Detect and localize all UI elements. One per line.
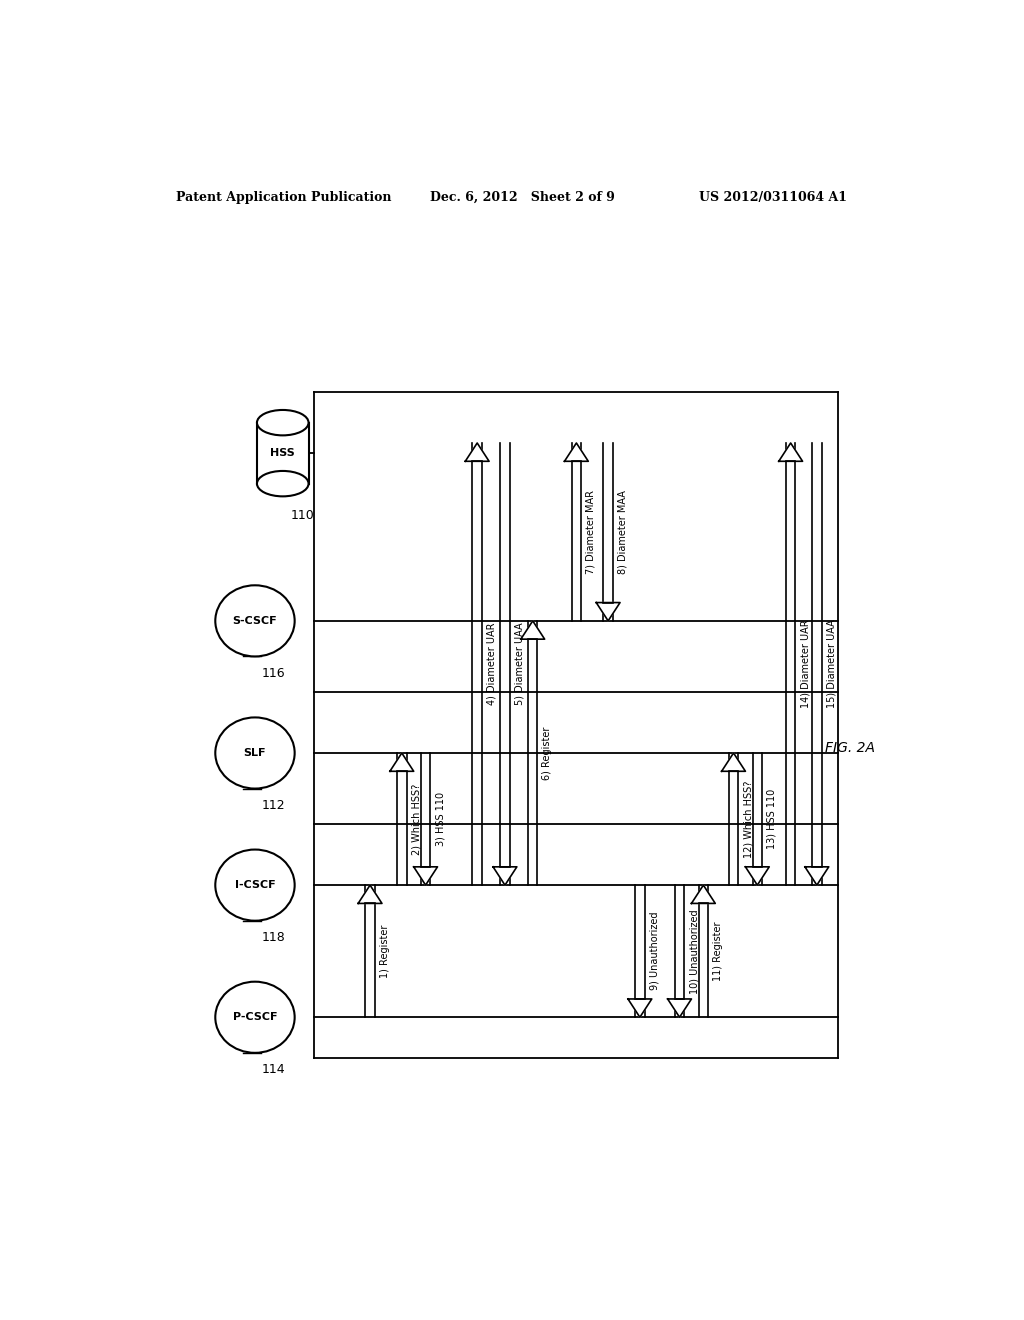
Text: 118: 118 [261,931,285,944]
Polygon shape [358,886,382,903]
Polygon shape [414,867,437,886]
Text: 114: 114 [261,1063,285,1076]
Text: US 2012/0311064 A1: US 2012/0311064 A1 [699,190,848,203]
Text: 112: 112 [261,799,285,812]
Polygon shape [390,752,414,771]
Text: 2) Which HSS?: 2) Which HSS? [412,784,421,854]
Text: 14) Diameter UAR: 14) Diameter UAR [800,620,810,709]
Polygon shape [596,602,620,620]
Text: 6) Register: 6) Register [543,726,552,780]
Text: 116: 116 [261,667,285,680]
Polygon shape [778,444,803,461]
Polygon shape [668,999,691,1018]
Polygon shape [494,867,517,886]
Bar [257,422,308,483]
Text: Patent Application Publication: Patent Application Publication [176,190,391,203]
Polygon shape [805,867,828,886]
Ellipse shape [215,585,295,656]
Polygon shape [745,867,769,886]
Polygon shape [628,999,652,1018]
Polygon shape [465,444,489,461]
Text: 11) Register: 11) Register [713,921,723,981]
Text: 4) Diameter UAR: 4) Diameter UAR [486,623,497,705]
Text: 7) Diameter MAR: 7) Diameter MAR [586,490,596,574]
Text: 110: 110 [291,510,314,521]
Text: 12) Which HSS?: 12) Which HSS? [743,780,753,858]
Text: 1) Register: 1) Register [380,924,389,978]
Text: 3) HSS 110: 3) HSS 110 [435,792,445,846]
Text: Dec. 6, 2012   Sheet 2 of 9: Dec. 6, 2012 Sheet 2 of 9 [430,190,614,203]
Text: P-CSCF: P-CSCF [232,1012,278,1022]
Text: HSS: HSS [270,449,295,458]
Polygon shape [691,886,715,903]
Text: FIG. 2A: FIG. 2A [825,741,876,755]
Text: 13) HSS 110: 13) HSS 110 [767,789,777,849]
Ellipse shape [257,411,308,436]
Ellipse shape [215,982,295,1053]
Text: 5) Diameter UAA: 5) Diameter UAA [514,623,524,705]
Ellipse shape [215,850,295,921]
Polygon shape [722,752,745,771]
Text: 8) Diameter MAA: 8) Diameter MAA [617,490,628,574]
Polygon shape [564,444,588,461]
Text: 10) Unauthorized: 10) Unauthorized [689,909,699,994]
Text: 15) Diameter UAA: 15) Diameter UAA [826,619,837,709]
Text: I-CSCF: I-CSCF [234,880,275,890]
Polygon shape [521,620,545,639]
Text: S-CSCF: S-CSCF [232,616,278,626]
Text: 9) Unauthorized: 9) Unauthorized [649,912,659,990]
Text: SLF: SLF [244,748,266,758]
Ellipse shape [257,471,308,496]
Ellipse shape [215,718,295,788]
